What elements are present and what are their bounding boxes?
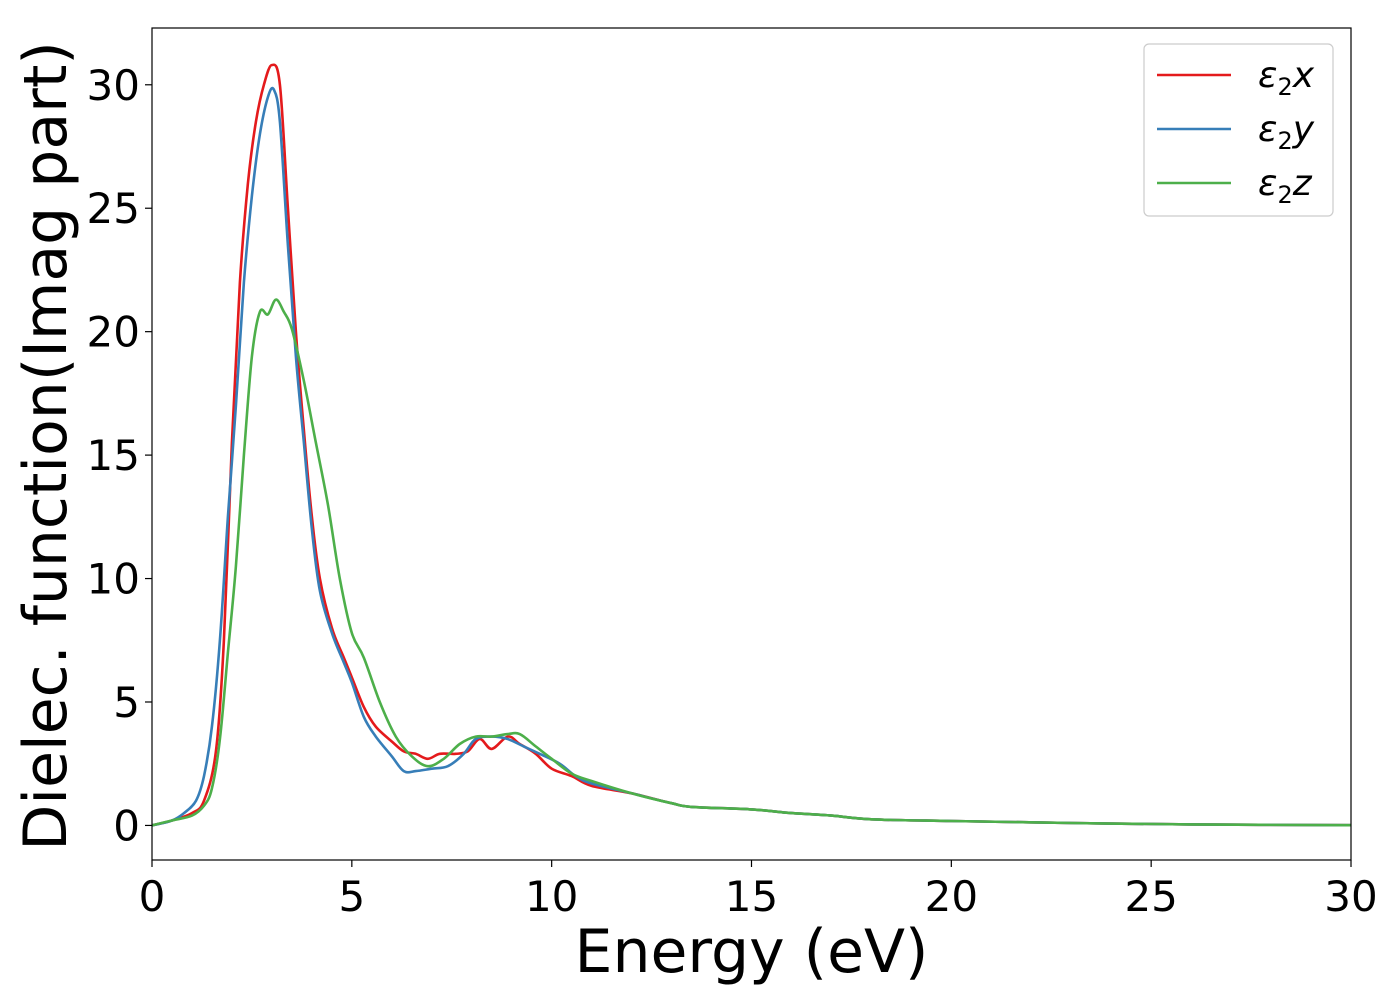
series-layer bbox=[151, 63, 1352, 827]
x-axis: 0 5 10 15 20 25 30 bbox=[139, 860, 1378, 921]
y-tick-label: 15 bbox=[87, 431, 140, 480]
x-tick-label: 30 bbox=[1324, 872, 1377, 921]
legend-label-x: ε2x bbox=[1258, 55, 1315, 101]
x-tick-label: 15 bbox=[725, 872, 778, 921]
series-line-z bbox=[151, 298, 1352, 827]
legend: ε2x ε2y ε2z bbox=[1143, 43, 1334, 217]
legend-box bbox=[1143, 43, 1334, 217]
legend-label-z: ε2z bbox=[1258, 163, 1313, 209]
y-tick-label: 30 bbox=[87, 61, 140, 110]
x-tick-label: 10 bbox=[525, 872, 578, 921]
legend-label-y: ε2y bbox=[1258, 109, 1315, 155]
y-axis-title: Dielec. function(Imag part) bbox=[11, 41, 81, 851]
y-tick-label: 20 bbox=[87, 308, 140, 357]
x-tick-label: 20 bbox=[925, 872, 978, 921]
y-tick-label: 25 bbox=[87, 184, 140, 233]
y-axis: 0 5 10 15 20 25 30 bbox=[87, 61, 152, 850]
x-tick-label: 25 bbox=[1124, 872, 1177, 921]
x-tick-label: 5 bbox=[338, 872, 365, 921]
y-tick-label: 5 bbox=[113, 678, 140, 727]
y-tick-label: 0 bbox=[113, 801, 140, 850]
y-tick-label: 10 bbox=[87, 555, 140, 604]
x-axis-title: Energy (eV) bbox=[575, 917, 929, 987]
x-tick-label: 0 bbox=[139, 872, 166, 921]
